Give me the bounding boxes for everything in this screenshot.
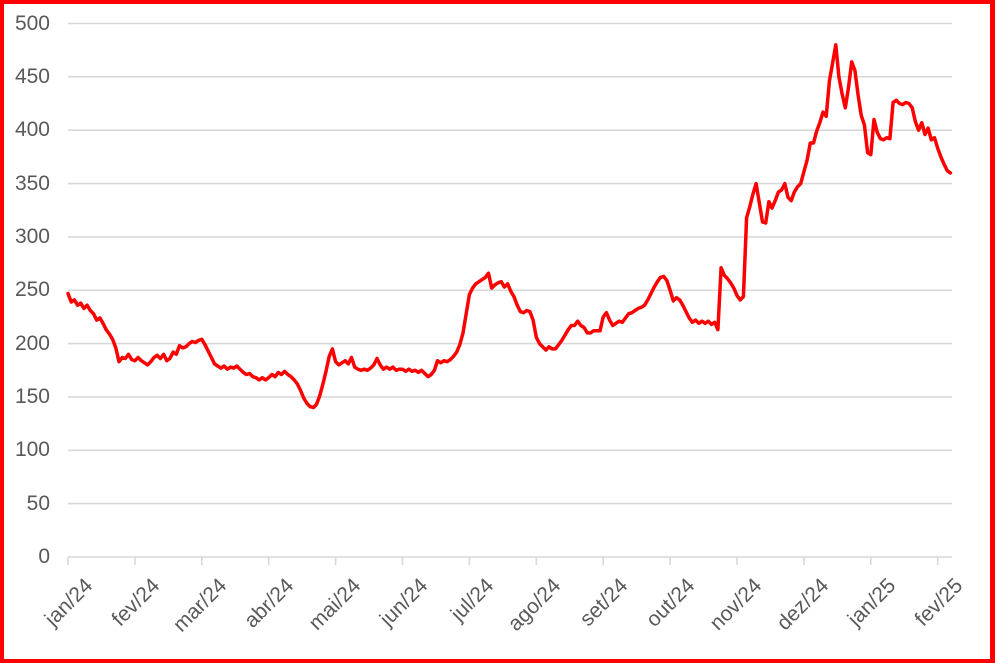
y-axis-label: 450: [14, 64, 50, 88]
y-axis-label: 300: [14, 224, 50, 248]
y-axis-label: 250: [14, 278, 50, 302]
y-axis-label: 50: [26, 491, 50, 515]
y-axis-label: 200: [14, 331, 50, 355]
x-axis-ticks: [67, 557, 939, 565]
y-axis-label: 350: [14, 171, 50, 195]
y-axis-label: 100: [14, 438, 50, 462]
y-axis-label: 500: [14, 11, 50, 35]
price-series-line: [66, 43, 953, 410]
y-axis-label: 0: [38, 545, 50, 568]
y-axis-label: 400: [14, 118, 50, 142]
y-axis-label: 150: [14, 384, 50, 408]
